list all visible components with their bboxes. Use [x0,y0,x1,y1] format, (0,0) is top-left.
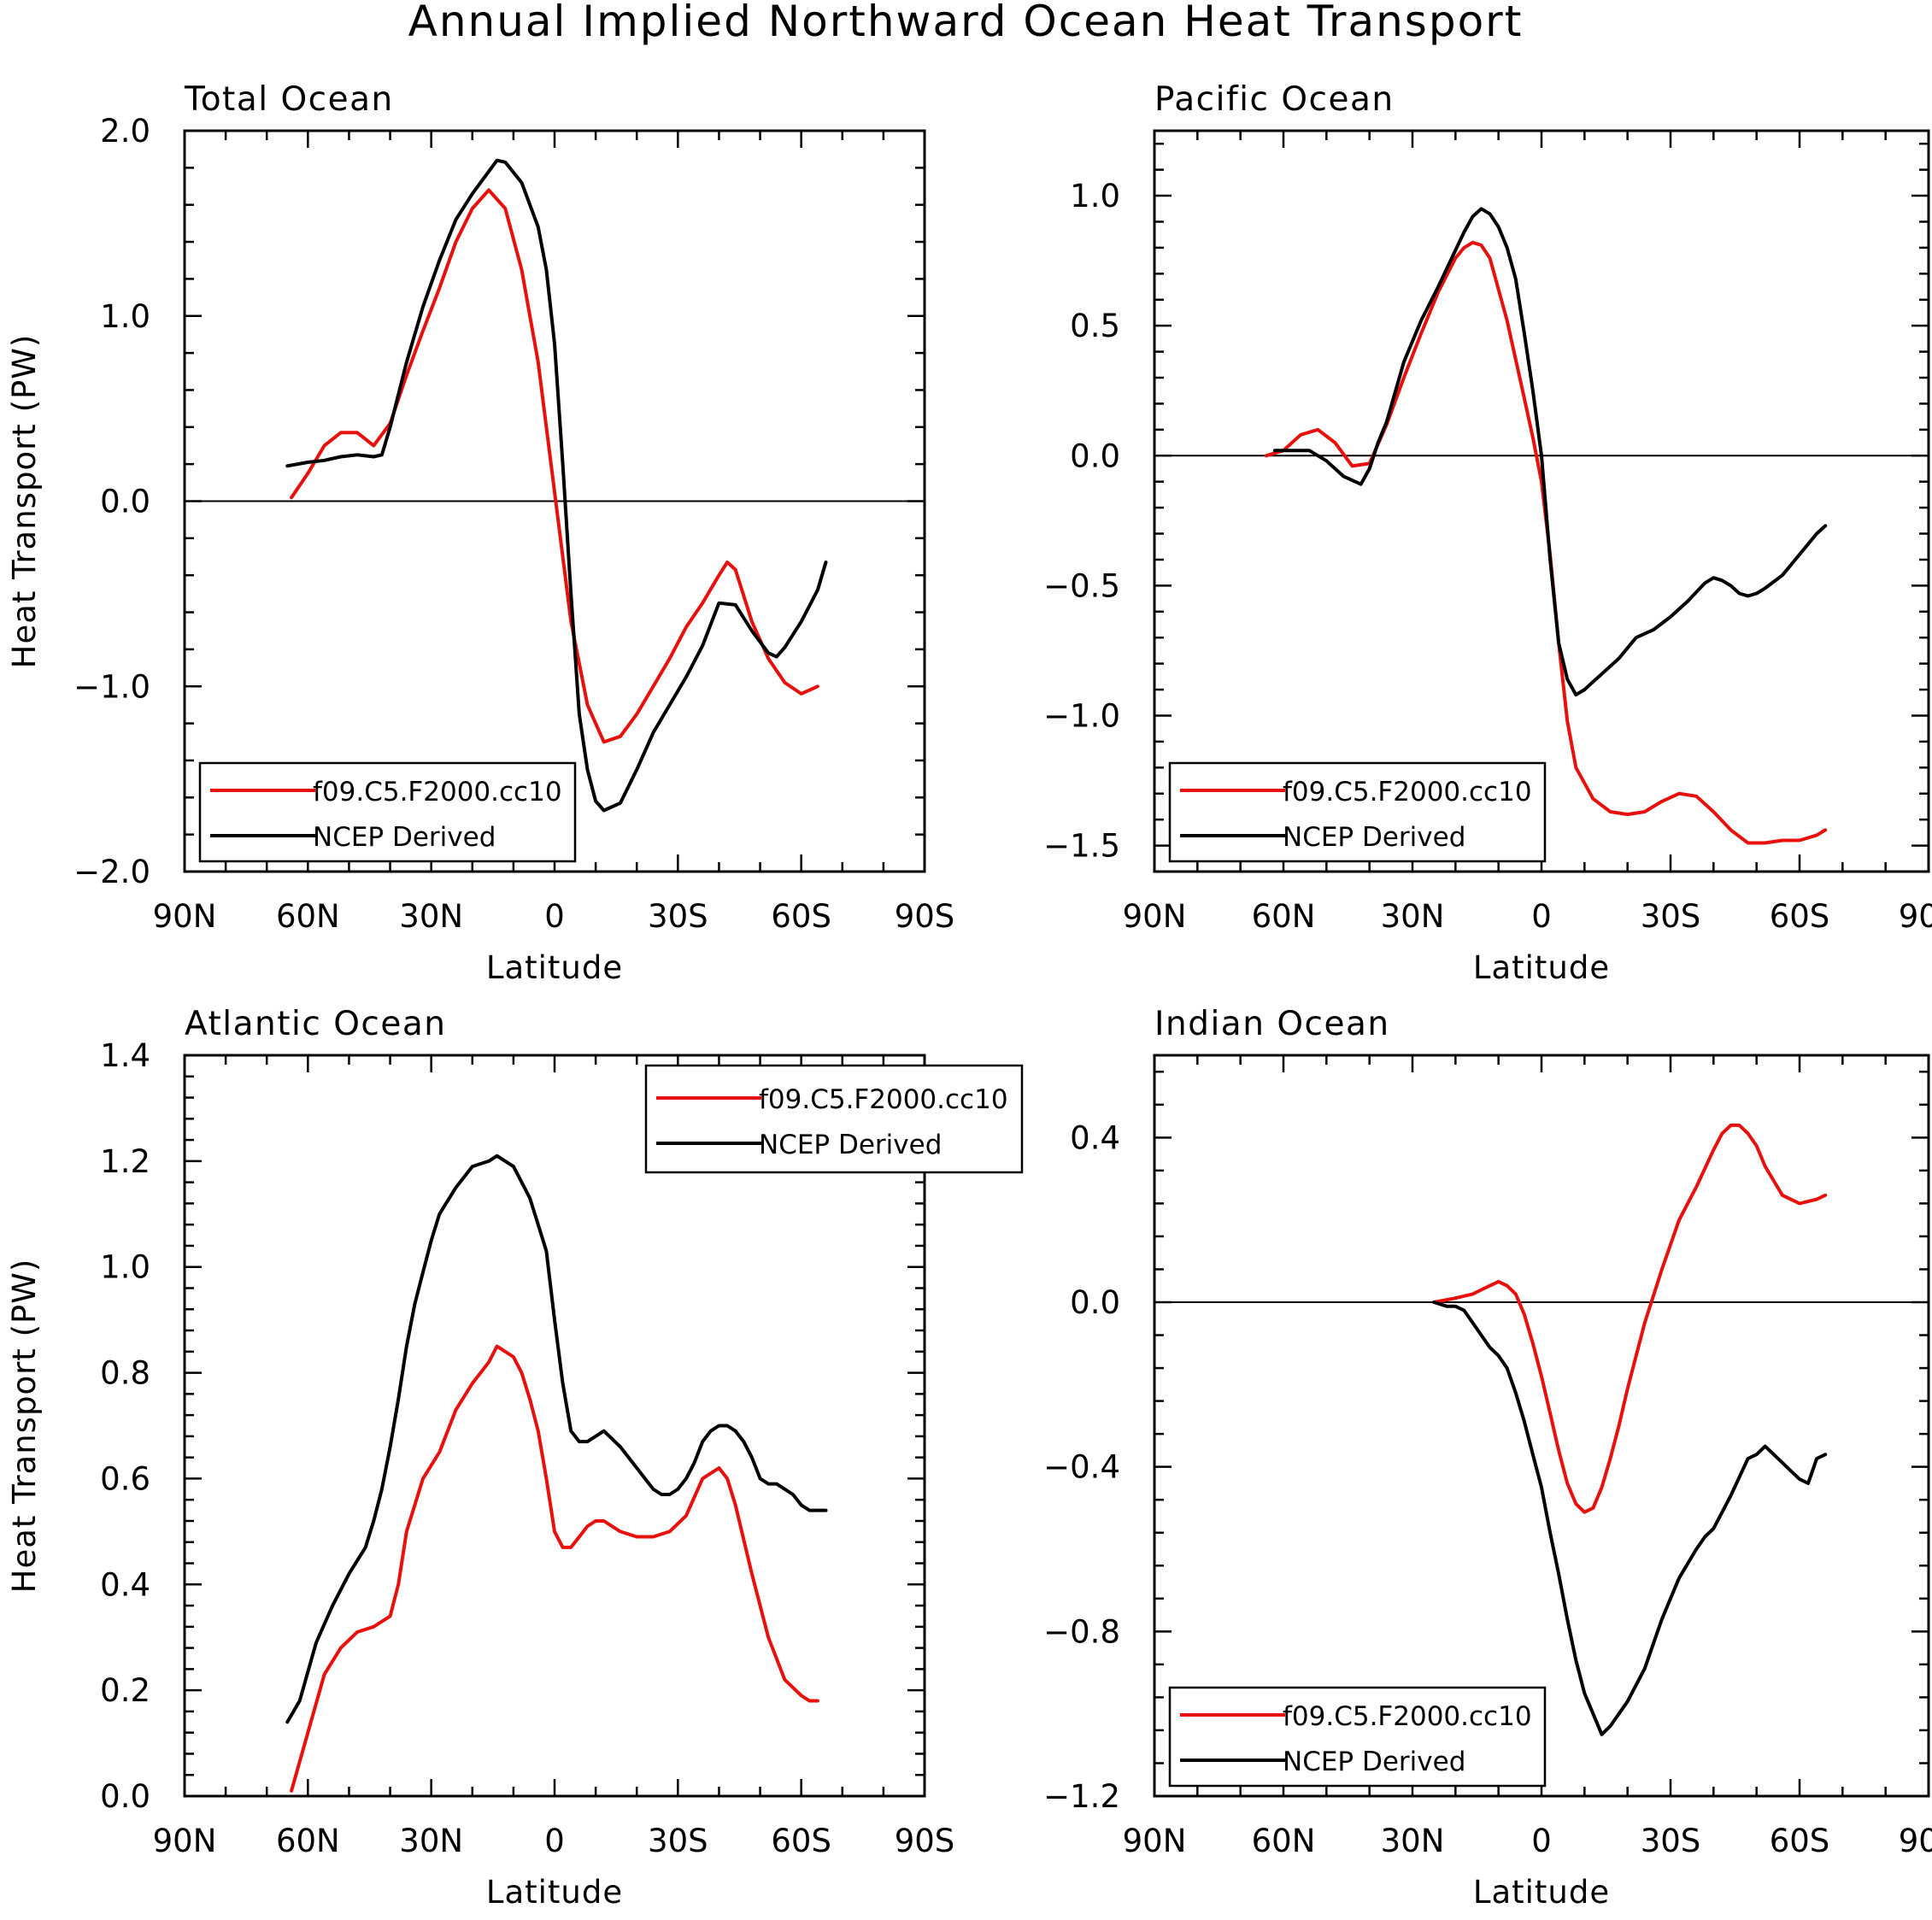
y-tick-label: −2.0 [73,854,150,890]
legend: f09.C5.F2000.cc10 NCEP Derived [644,1064,1024,1174]
panel-indian-ocean: 90N 60N 30N 0 30S 60S 90S −1.2 −0.8 −0.4 0.0 0.4 Lat… [1043,1005,1932,1911]
x-tick-label: 30S [648,1823,708,1859]
panel-pacific-ocean: 90N 60N 30N 0 30S 60S 90S −1.5 −1.0 −0.5 0.0 0.5 1.0… [1043,80,1932,986]
series-line-ncep-derived [285,1154,828,1724]
x-axis-label: Latitude [1473,1874,1610,1911]
y-tick-label: 0.8 [100,1355,150,1392]
y-tick-label: 1.4 [100,1037,150,1074]
x-tick-label: 60N [1252,1823,1316,1859]
x-tick-label: 90S [895,1823,955,1859]
legend-label-ncep-derived: NCEP Derived [759,1130,942,1160]
panel-atlantic-ocean: 90N 60N 30N 0 30S 60S 90S 0.0 0.2 0.4 0.6 0.8 1.0 1.2… [6,1005,1024,1911]
series-line-ncep-derived [1272,207,1828,697]
legend-box [1168,1686,1547,1788]
x-tick-label: 0 [1531,898,1552,935]
x-tick-label: 90N [153,1823,217,1859]
x-tick-label: 60N [276,898,340,935]
panel-total-ocean: 90N 60N 30N 0 30S 60S 90S −2.0 −1.0 0.0 1.0 2.0 Lati… [6,80,954,986]
y-tick-label: 0.6 [100,1460,150,1497]
x-tick-label: 30N [399,898,463,935]
legend-label-f09-c5-f2000-cc10: f09.C5.F2000.cc10 [1283,777,1532,807]
x-axis-label: Latitude [486,949,623,986]
x-tick-label: 30S [1641,1823,1701,1859]
x-tick-label: 60S [771,1823,831,1859]
x-tick-label: 60S [771,898,831,935]
x-tick-label: 90S [1899,898,1932,935]
y-tick-label: −0.4 [1043,1449,1120,1486]
legend: f09.C5.F2000.cc10 NCEP Derived [1168,761,1547,863]
y-tick-label: −1.0 [73,668,150,705]
x-axis-label: Latitude [486,1874,623,1911]
legend-box [1168,761,1547,863]
panel-title: Indian Ocean [1154,1005,1390,1043]
panel-title: Total Ocean [184,80,394,119]
legend-label-ncep-derived: NCEP Derived [313,822,496,853]
x-tick-label: 90N [1123,1823,1187,1859]
legend: f09.C5.F2000.cc10 NCEP Derived [198,761,577,863]
figure-title: Annual Implied Northward Ocean Heat Tran… [408,0,1524,46]
y-tick-label: 0.4 [1070,1119,1120,1156]
y-tick-label: −1.0 [1043,697,1120,734]
x-tick-label: 0 [544,898,565,935]
y-tick-label: 1.0 [100,1249,150,1286]
y-tick-label: 1.2 [100,1143,150,1180]
y-tick-label: 0.2 [100,1672,150,1709]
series-line-f09-c5-f2000-cc10 [1264,240,1828,845]
plot-frame [1153,1054,1930,1798]
y-tick-label: −0.8 [1043,1613,1120,1650]
x-tick-label: 30N [1381,898,1445,935]
y-tick-label: 0.4 [100,1566,150,1603]
panel-title: Atlantic Ocean [185,1005,446,1043]
y-tick-label: 1.0 [100,298,150,335]
legend-label-f09-c5-f2000-cc10: f09.C5.F2000.cc10 [759,1084,1008,1115]
series-line-ncep-derived [1432,1301,1828,1736]
legend-label-f09-c5-f2000-cc10: f09.C5.F2000.cc10 [1283,1701,1532,1732]
x-tick-label: 30N [399,1823,463,1859]
y-axis-label: Heat Transport (PW) [6,1259,43,1594]
series-line-ncep-derived [285,158,828,813]
legend-box [198,761,577,863]
x-tick-label: 0 [544,1823,565,1859]
legend-box [644,1064,1024,1174]
y-tick-label: 0.5 [1070,308,1120,344]
y-tick-label: 0.0 [100,484,150,520]
plot-frame [1153,129,1930,873]
legend: f09.C5.F2000.cc10 NCEP Derived [1168,1686,1547,1788]
series-line-f09-c5-f2000-cc10 [290,188,819,744]
y-tick-label: 0.0 [1070,437,1120,474]
y-tick-label: −1.2 [1043,1778,1120,1815]
y-tick-label: 2.0 [100,113,150,150]
x-tick-label: 30N [1381,1823,1445,1859]
x-tick-label: 60N [1252,898,1316,935]
legend-label-ncep-derived: NCEP Derived [1283,822,1465,853]
series-line-f09-c5-f2000-cc10 [1432,1123,1828,1514]
x-tick-label: 60S [1770,898,1830,935]
y-tick-label: −0.5 [1043,567,1120,604]
y-tick-label: 0.0 [1070,1284,1120,1321]
x-tick-label: 60S [1770,1823,1830,1859]
x-tick-label: 30S [648,898,708,935]
x-tick-label: 30S [1641,898,1701,935]
x-tick-label: 60N [276,1823,340,1859]
y-axis-label: Heat Transport (PW) [6,334,43,669]
y-tick-label: 0.0 [100,1778,150,1815]
y-tick-label: −1.5 [1043,828,1120,865]
panel-title: Pacific Ocean [1154,80,1395,119]
x-tick-label: 0 [1531,1823,1552,1859]
x-axis-label: Latitude [1473,949,1610,986]
y-tick-label: 1.0 [1070,178,1120,214]
legend-label-ncep-derived: NCEP Derived [1283,1747,1465,1777]
x-tick-label: 90S [1899,1823,1932,1859]
legend-label-f09-c5-f2000-cc10: f09.C5.F2000.cc10 [313,777,562,807]
x-tick-label: 90N [153,898,217,935]
series-line-f09-c5-f2000-cc10 [290,1344,819,1793]
x-tick-label: 90N [1123,898,1187,935]
x-tick-label: 90S [895,898,955,935]
